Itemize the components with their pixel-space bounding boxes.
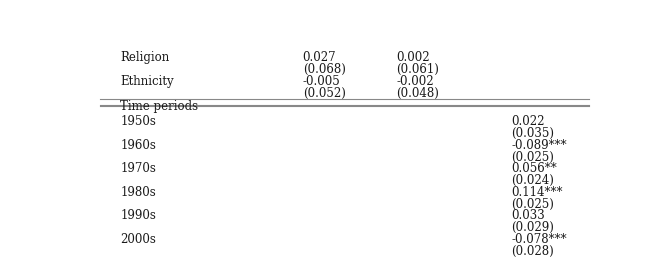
Text: -0.078***: -0.078*** — [511, 233, 566, 246]
Text: 0.022: 0.022 — [511, 115, 544, 128]
Text: -0.005: -0.005 — [302, 75, 341, 88]
Text: 0.033: 0.033 — [511, 209, 545, 222]
Text: -0.089***: -0.089*** — [511, 139, 566, 152]
Text: 1990s: 1990s — [120, 209, 157, 222]
Text: (0.024): (0.024) — [511, 174, 554, 187]
Text: 0.002: 0.002 — [396, 51, 430, 64]
Text: Time periods: Time periods — [120, 100, 199, 113]
Text: 1970s: 1970s — [120, 162, 157, 175]
Text: (0.068): (0.068) — [302, 63, 345, 76]
Text: 0.027: 0.027 — [302, 51, 337, 64]
Text: (0.025): (0.025) — [511, 151, 554, 164]
Text: (0.048): (0.048) — [396, 87, 439, 100]
Text: -0.002: -0.002 — [396, 75, 434, 88]
Text: (0.035): (0.035) — [511, 127, 554, 140]
Text: (0.028): (0.028) — [511, 245, 554, 257]
Text: 0.114***: 0.114*** — [511, 186, 562, 199]
Text: Religion: Religion — [120, 51, 170, 64]
Text: 1950s: 1950s — [120, 115, 157, 128]
Text: 2000s: 2000s — [120, 233, 157, 246]
Text: 0.056**: 0.056** — [511, 162, 557, 175]
Text: 1960s: 1960s — [120, 139, 157, 152]
Text: Ethnicity: Ethnicity — [120, 75, 174, 88]
Text: (0.052): (0.052) — [302, 87, 345, 100]
Text: (0.025): (0.025) — [511, 198, 554, 211]
Text: (0.029): (0.029) — [511, 221, 554, 234]
Text: 1980s: 1980s — [120, 186, 156, 199]
Text: (0.061): (0.061) — [396, 63, 439, 76]
